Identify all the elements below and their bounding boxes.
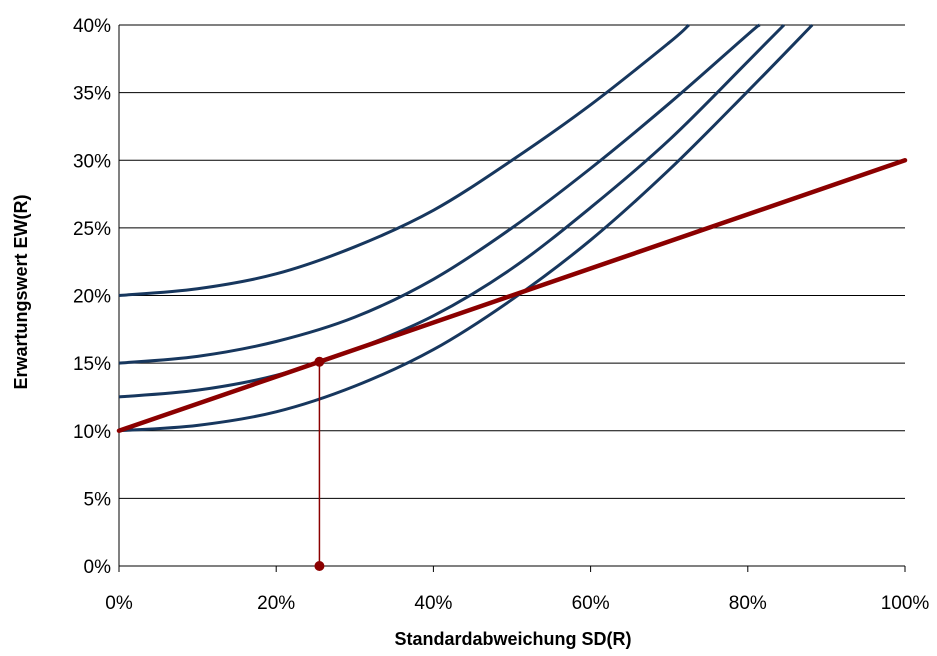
tangency-point: [314, 356, 325, 367]
y-tick-label: 30%: [73, 151, 111, 172]
y-tick-label: 15%: [73, 354, 111, 375]
indifference-curve-2: [118, 23, 761, 365]
x-tick-label: 0%: [105, 593, 133, 614]
x-axis-tick-labels: 0% 20% 40% 60% 80% 100%: [105, 593, 929, 614]
y-axis-title: Erwartungswert EW(R): [11, 194, 31, 389]
indifference-curve-3: [118, 23, 786, 399]
x-tick-label: 40%: [414, 593, 452, 614]
indifference-curve-4: [118, 23, 814, 433]
x-axis-title: Standardabweichung SD(R): [394, 629, 631, 649]
x-tick-label: 60%: [572, 593, 610, 614]
y-tick-label: 5%: [84, 489, 112, 510]
axis-point: [314, 561, 325, 571]
y-tick-label: 20%: [73, 287, 111, 308]
y-tick-label: 35%: [73, 84, 111, 105]
x-tick-label: 100%: [881, 593, 930, 614]
x-tick-label: 20%: [257, 593, 295, 614]
x-tick-label: 80%: [729, 593, 767, 614]
y-tick-label: 25%: [73, 219, 111, 240]
y-tick-label: 40%: [73, 16, 111, 37]
capital-market-line: [116, 158, 908, 433]
y-tick-label: 10%: [73, 422, 111, 443]
y-tick-label: 0%: [84, 557, 112, 578]
plot-series: [116, 23, 908, 571]
indifference-curve-1: [118, 23, 690, 297]
y-axis-tick-labels: 0% 5% 10% 15% 20% 25% 30% 35% 40%: [73, 16, 111, 578]
